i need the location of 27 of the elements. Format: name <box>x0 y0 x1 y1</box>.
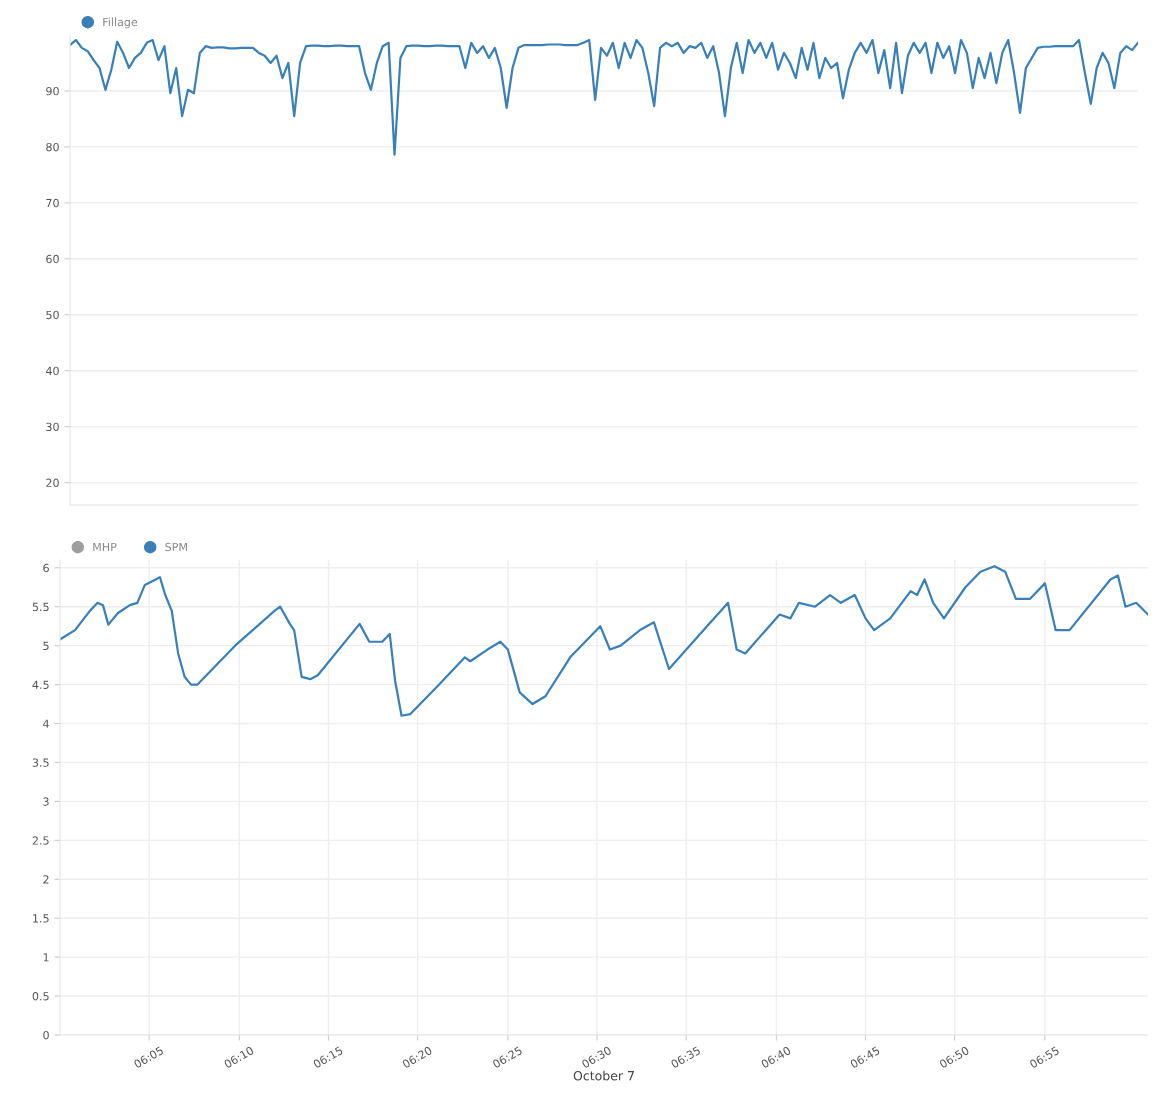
y-tick-label: 4.5 <box>32 680 49 689</box>
legend-label: SPM <box>165 542 187 552</box>
line-series <box>70 38 1138 156</box>
y-tick-label: 0 <box>43 1030 49 1040</box>
y-tick-label: 30 <box>46 422 59 432</box>
y-tick-label: 3 <box>43 797 49 806</box>
y-tick-label: 2.5 <box>32 836 49 845</box>
legend-label: Fillage <box>103 17 138 29</box>
y-tick-label: 1 <box>43 953 49 962</box>
y-tick-label: 60 <box>46 254 59 264</box>
y-tick-label: 3.5 <box>32 758 49 767</box>
y-tick-label: 80 <box>46 142 59 152</box>
x-axis-title: October 7 <box>573 1070 634 1081</box>
y-tick-label: 40 <box>45 366 59 376</box>
y-tick-label: 20 <box>46 478 59 487</box>
y-tick-label: 1.5 <box>33 914 49 923</box>
line-series <box>60 565 1148 717</box>
y-tick-label: 6 <box>43 563 49 573</box>
y-tick-label: 5.5 <box>32 602 49 612</box>
y-tick-label: 0.5 <box>32 992 49 1001</box>
y-tick-label: 5 <box>43 641 49 651</box>
y-tick-label: 50 <box>46 310 59 320</box>
y-tick-label: 70 <box>46 198 59 208</box>
y-tick-label: 4 <box>43 719 49 728</box>
legend-label: MHP <box>93 542 117 552</box>
y-tick-label: 90 <box>46 86 59 96</box>
y-tick-label: 2 <box>43 875 49 884</box>
